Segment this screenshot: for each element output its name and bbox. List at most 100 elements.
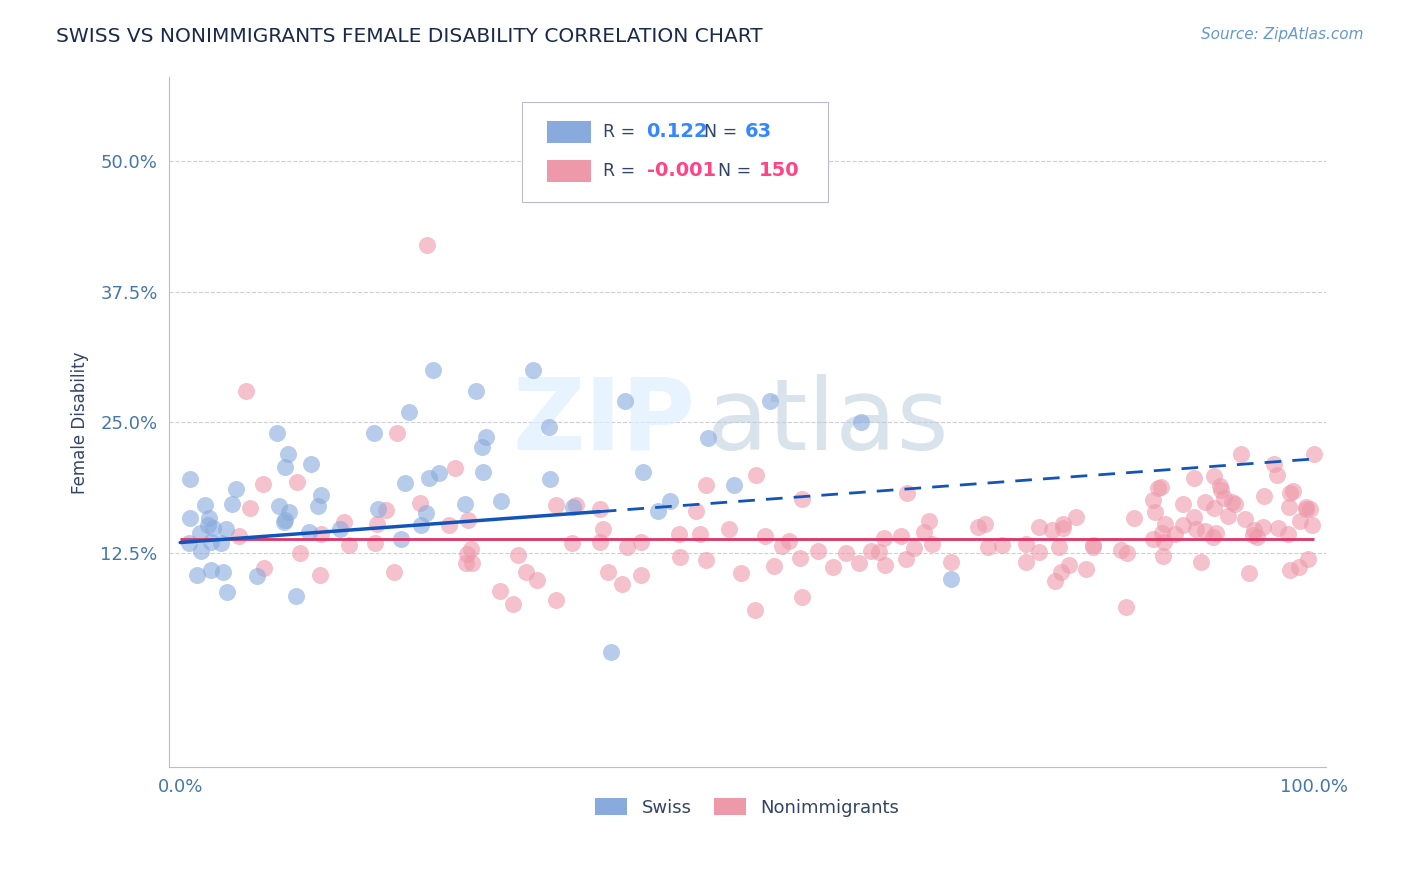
Text: ZIP: ZIP xyxy=(512,374,695,471)
Point xyxy=(1147,482,1170,496)
Point xyxy=(1015,537,1038,551)
Point xyxy=(273,515,295,529)
Point xyxy=(309,526,332,541)
Point xyxy=(745,467,768,482)
Point xyxy=(718,522,741,536)
Point xyxy=(1230,447,1253,461)
Point xyxy=(1288,560,1310,574)
Point xyxy=(186,568,208,582)
Point xyxy=(308,567,330,582)
Point xyxy=(274,459,297,474)
Point xyxy=(489,583,512,598)
Point xyxy=(288,546,311,560)
Point xyxy=(1277,527,1299,541)
Point xyxy=(387,425,409,440)
Point xyxy=(225,482,247,496)
Point xyxy=(214,522,236,536)
Point xyxy=(1223,497,1246,511)
Point xyxy=(723,477,745,491)
Point xyxy=(437,518,460,533)
Point xyxy=(215,585,238,599)
Text: -0.001: -0.001 xyxy=(647,161,716,180)
Point xyxy=(337,538,360,552)
Point xyxy=(868,545,890,559)
Point xyxy=(614,394,637,409)
Point xyxy=(1142,492,1164,507)
Point xyxy=(918,514,941,528)
Point xyxy=(1116,546,1139,560)
Point xyxy=(526,573,548,587)
Point xyxy=(1040,524,1063,538)
Point xyxy=(941,572,963,586)
Point xyxy=(1173,497,1195,511)
Point xyxy=(1212,491,1234,505)
Point xyxy=(415,506,437,520)
Point xyxy=(1142,532,1164,546)
Legend: Swiss, Nonimmigrants: Swiss, Nonimmigrants xyxy=(588,790,907,824)
Point xyxy=(474,430,496,444)
Point xyxy=(506,549,529,563)
Point xyxy=(546,593,568,607)
Point xyxy=(669,550,692,565)
Point xyxy=(873,531,896,545)
Point xyxy=(1279,563,1302,577)
Point xyxy=(1028,545,1050,559)
Point xyxy=(179,536,201,550)
Point xyxy=(454,497,477,511)
Text: 150: 150 xyxy=(759,161,800,180)
Point xyxy=(697,431,720,445)
Point xyxy=(299,457,322,471)
Text: R =: R = xyxy=(603,161,636,179)
Point xyxy=(1185,522,1208,536)
Point xyxy=(363,425,385,440)
Point xyxy=(211,565,233,579)
Point xyxy=(695,552,717,566)
Point xyxy=(912,524,935,539)
Point xyxy=(285,475,308,489)
Point xyxy=(685,504,707,518)
Point xyxy=(538,420,561,434)
Point xyxy=(977,541,1000,555)
Point xyxy=(770,539,793,553)
Point xyxy=(235,384,257,398)
Point xyxy=(903,541,925,555)
Point xyxy=(1243,523,1265,537)
Point xyxy=(309,488,332,502)
Point xyxy=(807,543,830,558)
Point xyxy=(630,535,652,549)
Point xyxy=(253,561,276,575)
Point xyxy=(364,536,387,550)
Point xyxy=(398,405,420,419)
Point xyxy=(1205,525,1227,540)
Y-axis label: Female Disability: Female Disability xyxy=(72,351,89,493)
Point xyxy=(1150,480,1173,494)
Point xyxy=(1241,528,1264,542)
Point xyxy=(1144,505,1167,519)
Point xyxy=(252,477,274,491)
Point xyxy=(471,466,494,480)
Point xyxy=(790,590,813,604)
Point xyxy=(416,237,439,252)
Point xyxy=(875,558,897,572)
Point xyxy=(991,538,1014,552)
Point xyxy=(695,478,717,492)
Point xyxy=(730,566,752,581)
Point xyxy=(589,535,612,549)
Point xyxy=(1289,514,1312,528)
Point xyxy=(631,466,654,480)
Point xyxy=(1263,457,1285,471)
Point xyxy=(460,556,482,570)
Point xyxy=(1028,520,1050,534)
Point xyxy=(647,504,669,518)
Point xyxy=(890,528,912,542)
Point xyxy=(1303,447,1326,461)
Point xyxy=(859,544,882,558)
Point xyxy=(1182,471,1205,485)
Point xyxy=(1153,517,1175,532)
Point xyxy=(1043,574,1066,589)
Point xyxy=(1295,502,1317,516)
Point xyxy=(1295,500,1317,514)
Point xyxy=(596,566,619,580)
Point xyxy=(1081,540,1104,554)
Point xyxy=(209,535,232,549)
